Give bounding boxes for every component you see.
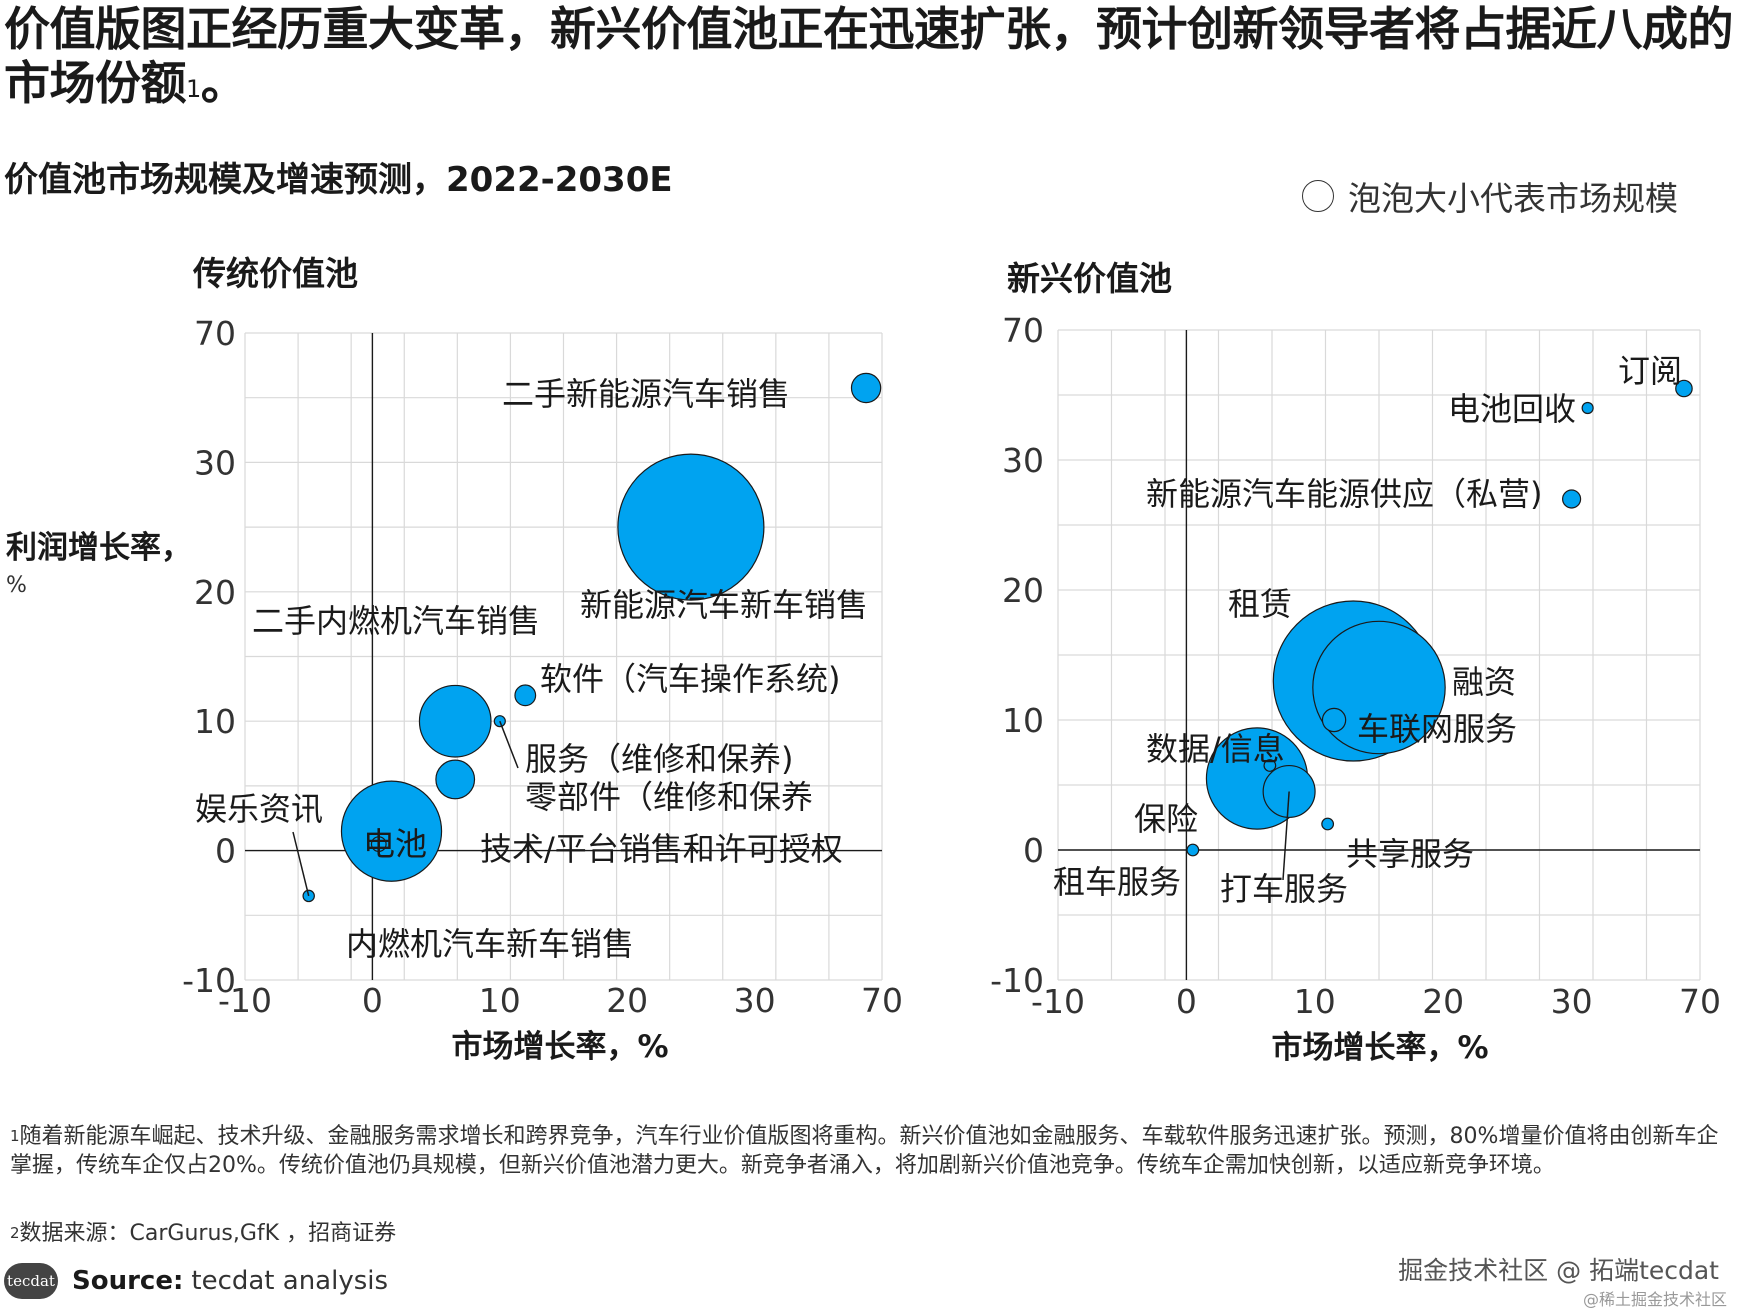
source-row: tecdat Source: tecdat analysis [4,1263,388,1299]
bubble-point [1321,707,1347,733]
data-label: 二手内燃机汽车销售 [252,602,540,640]
data-label: 新能源汽车能源供应（私营) [1146,475,1543,513]
leader-line [499,720,519,769]
chart-subtitle: 价值池市场规模及增速预测，2022-2030E [4,160,673,200]
data-label: 电池 [363,825,427,863]
x-tick-label: 30 [1551,982,1593,1021]
data-label: 共享服务 [1346,835,1474,873]
x-tick-label: 10 [479,981,521,1020]
bubble-point [1581,401,1594,415]
x-tick-label: 70 [861,981,903,1020]
bubble-point [370,836,387,853]
headline: 价值版图正经历重大变革，新兴价值池正在迅速扩张，预计创新领导者将占据近八成的市场… [4,2,1734,110]
source-value: tecdat analysis [191,1266,389,1296]
data-label: 融资 [1452,663,1516,701]
data-label: 订阅 [1618,352,1682,390]
data-label: 租赁 [1228,585,1292,623]
data-label: 内燃机汽车新车销售 [346,925,634,963]
y-tick-label: -10 [990,961,1044,1000]
x-tick-label: -10 [1031,982,1085,1021]
tecdat-logo: tecdat [4,1263,58,1299]
footnote-1-marker: 1 [10,1127,20,1145]
y-tick-label: 70 [1002,311,1044,350]
footnote-2-marker: 2 [10,1224,20,1242]
y-tick-label: 10 [194,702,236,741]
x-tick-label: 10 [1294,982,1336,1021]
x-tick-label: 20 [606,981,648,1020]
y-tick-label: 10 [1002,701,1044,740]
x-tick-label: 0 [1176,982,1197,1021]
data-label: 新能源汽车新车销售 [580,586,868,624]
data-label: 软件（汽车操作系统) [540,660,841,698]
y-tick-label: 70 [194,314,236,353]
x-tick-label: 70 [1679,982,1721,1021]
bubble-point [850,372,882,404]
x-tick-label: 20 [1422,982,1464,1021]
bubble-point [1321,817,1335,831]
data-label: 技术/平台销售和许可授权 [480,830,843,868]
data-label: 保险 [1134,800,1198,838]
bubble-point [1263,759,1277,772]
footnote-2: 2数据来源：CarGurus,GfK ，招商证券 [10,1219,1735,1248]
data-label: 电池回收 [1448,390,1576,428]
y-tick-label: 30 [194,443,236,482]
leader-line [1282,791,1290,881]
bubble-point [1562,489,1582,509]
y-tick-label: 0 [215,832,236,871]
data-label: 数据/信息 [1146,730,1285,768]
footnote-1: 1随着新能源车崛起、技术升级、金融服务需求增长和跨界竞争，汽车行业价值版图将重构… [10,1122,1735,1180]
watermark-main: 掘金技术社区 @ 拓端tecdat [1398,1256,1719,1285]
x-tick-label: 0 [362,981,383,1020]
data-label: 零部件（维修和保养 [525,778,813,816]
bubble-point [617,453,765,601]
x-axis-label: 市场增长率，% [451,1029,668,1065]
headline-end: 。 [200,56,247,110]
y-tick-label: 20 [1002,571,1044,610]
legend-label: 泡泡大小代表市场规模 [1348,179,1678,218]
bubble-point [1675,379,1693,398]
watermark-sub: @稀土掘金技术社区 [1582,1290,1727,1309]
y-tick-label: 0 [1023,831,1044,870]
source-label: Source: [72,1266,184,1296]
headline-text: 价值版图正经历重大变革，新兴价值池正在迅速扩张，预计创新领导者将占据近八成的市场… [4,2,1734,110]
x-tick-label: 30 [734,981,776,1020]
y-axis-unit: % [6,573,27,598]
bubble-point [1186,843,1200,857]
x-tick-label: -10 [218,981,272,1020]
x-axis-label: 市场增长率，% [1271,1030,1488,1066]
footnote-2-text: 数据来源：CarGurus,GfK ，招商证券 [19,1221,397,1246]
y-tick-label: 20 [194,573,236,612]
data-label: 打车服务 [1220,870,1348,908]
bubble-point [514,684,537,707]
y-tick-label: -10 [182,961,236,1000]
bubble-point [340,780,443,882]
bubble-size-legend: 泡泡大小代表市场规模 [1302,172,1678,220]
data-label: 服务（维修和保养) [525,740,794,778]
data-label: 二手新能源汽车销售 [502,375,790,413]
bubble-point [435,759,476,800]
panel-title: 新兴价值池 [1007,259,1172,298]
circle-icon [1302,180,1334,212]
panel-title: 传统价值池 [192,254,358,293]
footnote-1-text: 随着新能源车崛起、技术升级、金融服务需求增长和跨界竞争，汽车行业价值版图将重构。… [10,1124,1719,1178]
headline-footnote-ref: 1 [186,75,201,103]
data-label: 娱乐资讯 [195,790,323,828]
data-label: 租车服务 [1053,863,1181,901]
y-axis-label: 利润增长率， [6,530,192,566]
y-tick-label: 30 [1002,441,1044,480]
bubble-point [418,684,492,758]
leader-line [292,831,310,897]
data-label: 车联网服务 [1357,710,1517,748]
